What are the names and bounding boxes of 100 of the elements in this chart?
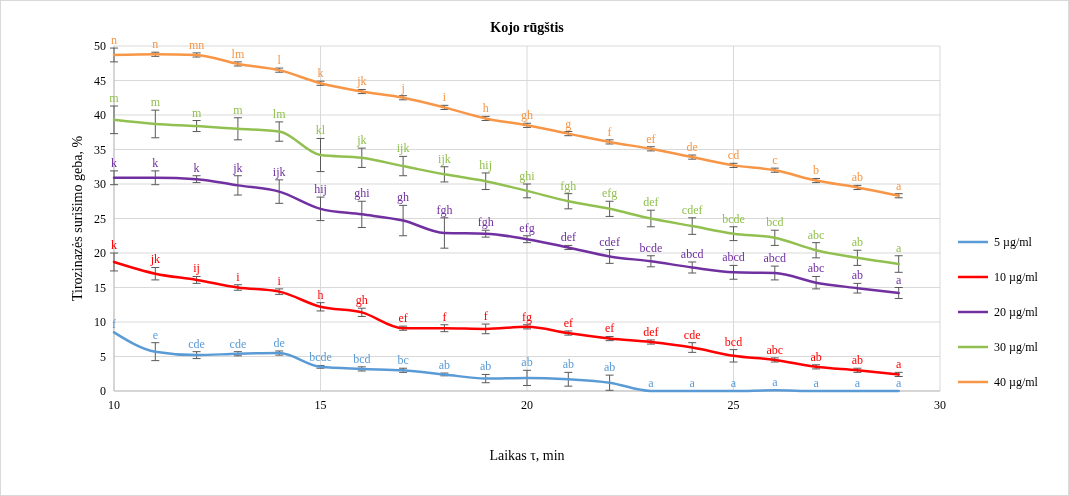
data-label: ef	[604, 321, 615, 336]
data-label: abc	[807, 261, 825, 276]
data-label: jk	[356, 133, 367, 148]
y-tick-label: 35	[94, 142, 106, 157]
data-label: ghi	[354, 186, 371, 201]
data-label: ghi	[519, 169, 536, 183]
data-label: cde	[188, 336, 205, 351]
x-tick-label: 15	[314, 398, 327, 412]
data-label: k	[317, 66, 324, 81]
data-label: ab	[521, 355, 533, 370]
y-tick-label: 25	[94, 211, 106, 226]
data-label: l	[277, 53, 282, 68]
data-label: de	[686, 140, 698, 155]
data-label: f	[442, 309, 447, 324]
y-axis-title: Tirozinazės surišimo geba, %	[70, 135, 85, 302]
data-label: lm	[231, 46, 245, 61]
data-label: fgh	[477, 215, 494, 230]
data-label: ef	[646, 131, 656, 146]
data-label: b	[813, 163, 820, 178]
data-label: efg	[601, 186, 618, 201]
legend-label: 10 µg/ml	[994, 270, 1039, 284]
chart-title: Kojo rūgštis	[490, 20, 565, 35]
data-label: g	[565, 116, 572, 131]
data-label: m	[109, 91, 120, 106]
data-label: ef	[398, 311, 408, 326]
data-label: ab	[480, 359, 492, 374]
y-tick-label: 5	[100, 349, 106, 364]
data-label: ijk	[396, 141, 410, 156]
data-label: lm	[272, 106, 287, 121]
data-label: ab	[851, 235, 864, 250]
data-label: k	[152, 155, 159, 170]
data-label: h	[317, 287, 324, 302]
data-label: a	[689, 376, 696, 390]
data-label: bcde	[722, 211, 745, 226]
data-label: n	[111, 33, 117, 48]
data-label: a	[730, 376, 737, 390]
data-label: cdef	[681, 202, 703, 217]
data-label: ab	[851, 170, 864, 185]
data-label: j	[400, 80, 405, 95]
legend-label: 30 µg/ml	[994, 340, 1039, 354]
data-label: bc	[397, 353, 409, 368]
y-tick-label: 10	[94, 315, 106, 329]
x-tick-label: 20	[521, 398, 533, 412]
data-label: a	[648, 376, 655, 390]
data-label: i	[442, 90, 447, 105]
data-label: bcd	[766, 215, 784, 230]
data-label: i	[236, 269, 241, 284]
data-label: ab	[603, 360, 616, 375]
data-label: ab	[562, 357, 574, 372]
data-label: hij	[479, 157, 493, 172]
data-label: m	[233, 102, 244, 117]
x-axis-title: Laikas τ, min	[489, 448, 565, 463]
data-label: ef	[563, 315, 573, 330]
data-label: f	[607, 124, 612, 139]
data-label: m	[191, 105, 202, 120]
data-label: a	[854, 376, 861, 390]
data-label: gh	[355, 293, 368, 308]
data-label: abcd	[680, 246, 704, 261]
y-tick-label: 40	[94, 108, 106, 122]
data-label: a	[896, 376, 903, 390]
data-label: bcde	[639, 240, 663, 255]
data-label: abcd	[763, 251, 787, 266]
data-label: fgh	[560, 178, 577, 193]
data-label: abcd	[722, 250, 745, 265]
data-label: def	[560, 230, 576, 245]
data-label: cde	[683, 327, 701, 342]
data-label: k	[111, 238, 117, 252]
data-label: k	[111, 155, 117, 170]
data-label: a	[896, 240, 903, 255]
data-label: kl	[315, 123, 326, 138]
data-label: a	[772, 375, 779, 390]
data-label: ijk	[272, 164, 286, 179]
y-tick-label: 45	[94, 73, 106, 88]
y-tick-label: 50	[94, 39, 106, 53]
data-label: i	[277, 273, 282, 288]
data-label: fg	[522, 309, 532, 324]
data-label: jk	[149, 252, 160, 267]
data-label: n	[152, 37, 159, 52]
data-label: cd	[727, 148, 740, 163]
data-label: cde	[229, 336, 247, 351]
data-label: bcd	[353, 351, 371, 366]
data-label: de	[273, 335, 285, 350]
data-label: bcde	[309, 350, 332, 365]
legend-label: 40 µg/ml	[994, 375, 1039, 389]
data-label: h	[482, 101, 489, 116]
data-label: abc	[807, 227, 825, 242]
data-label: k	[193, 160, 200, 175]
data-label: ab	[851, 353, 864, 368]
data-label: bcd	[724, 334, 743, 349]
data-label: cdef	[599, 234, 620, 249]
data-label: a	[896, 272, 903, 287]
y-tick-label: 30	[94, 177, 106, 191]
data-label: def	[643, 195, 659, 210]
data-label: a	[813, 376, 820, 390]
legend-label: 20 µg/ml	[994, 305, 1039, 319]
data-label: e	[152, 327, 158, 342]
data-label: abc	[766, 342, 784, 357]
data-label: ab	[851, 268, 864, 283]
data-label: jk	[232, 160, 243, 175]
x-tick-label: 25	[727, 398, 740, 412]
